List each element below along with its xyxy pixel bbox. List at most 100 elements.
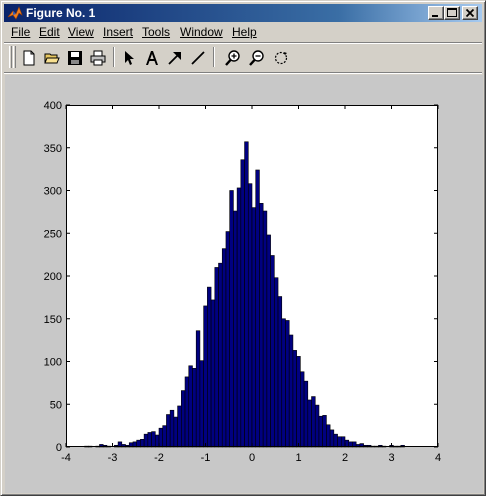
histogram-bar [337, 436, 342, 448]
histogram-bar [240, 159, 245, 448]
toolbar [4, 44, 482, 72]
menu-help[interactable]: Help [232, 25, 257, 39]
zoom-out-button[interactable] [246, 47, 268, 69]
histogram-bar [311, 396, 316, 448]
histogram-bar [162, 425, 167, 448]
histogram-bar [147, 432, 152, 448]
histogram-bar [344, 439, 350, 448]
histogram-bar [154, 434, 160, 448]
menu-file[interactable]: File [11, 25, 31, 39]
new-file-icon [23, 50, 35, 66]
histogram-bar [340, 436, 346, 448]
open-file-button[interactable] [41, 47, 63, 69]
histogram-bar [266, 234, 271, 448]
insert-text-button[interactable] [141, 47, 163, 69]
histogram-bar [244, 141, 249, 448]
histogram-bar [274, 277, 279, 448]
print-icon [90, 50, 106, 66]
menu-window[interactable]: Window [180, 25, 223, 39]
histogram-bar [177, 405, 182, 448]
x-tick-label: 3 [388, 452, 394, 464]
histogram-bar [233, 210, 238, 448]
zoom-in-icon [225, 50, 240, 66]
y-tick-label: 200 [44, 271, 62, 283]
insert-arrow-button[interactable] [164, 47, 186, 69]
histogram-bar [333, 433, 338, 448]
histogram-bar [314, 404, 320, 448]
maximize-icon [447, 8, 457, 17]
histogram-bar [207, 286, 212, 448]
histogram-bar [303, 380, 309, 448]
matlab-logo-icon [7, 5, 23, 21]
save-disk-icon [68, 51, 82, 65]
histogram-bar [143, 433, 149, 448]
x-tick-label: -1 [201, 452, 211, 464]
histogram-bar [218, 262, 223, 448]
rotate-3d-button[interactable] [270, 47, 292, 69]
insert-line-button[interactable] [187, 47, 209, 69]
insert-text-icon [146, 51, 158, 65]
histogram-bar [288, 334, 294, 448]
new-figure-button[interactable] [18, 47, 40, 69]
y-tick-label: 0 [56, 442, 62, 454]
close-button[interactable] [462, 6, 478, 20]
menu-edit[interactable]: Edit [39, 25, 60, 39]
minimize-button[interactable] [428, 6, 444, 20]
zoom-in-button[interactable] [222, 47, 244, 69]
histogram-bar [225, 231, 230, 448]
figure-canvas[interactable]: -4 -3 -2 -1 0 1 2 3 4 0 50 100 150 200 250 300 350 400 [5, 75, 483, 493]
edit-plot-button[interactable] [118, 47, 140, 69]
save-button[interactable] [64, 47, 86, 69]
x-tick-label: 2 [342, 452, 348, 464]
histogram-bar [277, 296, 283, 448]
histogram-bar [140, 439, 145, 448]
x-tick-label: -4 [61, 452, 71, 464]
y-tick-label: 400 [44, 100, 62, 112]
toolbar-grip[interactable] [9, 46, 12, 68]
menu-tools[interactable]: Tools [142, 25, 171, 39]
toolbar-separator-2 [213, 47, 215, 67]
histogram-chart[interactable]: -4 -3 -2 -1 0 1 2 3 4 0 50 100 150 200 250 300 350 400 [5, 75, 483, 493]
histogram-bar [236, 187, 242, 448]
histogram-bar [307, 399, 312, 448]
histogram-bar [281, 318, 286, 448]
histogram-bar [296, 356, 301, 448]
histogram-bar [166, 414, 171, 448]
x-tick-label: 4 [435, 452, 441, 464]
histogram-bar [169, 409, 175, 448]
toolbar-separator [113, 47, 115, 67]
menu-view[interactable]: View [68, 25, 94, 39]
histogram-bar [326, 424, 331, 448]
x-tick-label: -3 [108, 452, 118, 464]
x-tick-label: 0 [249, 452, 255, 464]
title-bar[interactable]: Figure No. 1 [4, 4, 482, 22]
histogram-bar [285, 320, 290, 448]
y-tick-label: 50 [50, 399, 62, 411]
histogram-bar [221, 248, 227, 448]
menu-insert[interactable]: Insert [103, 25, 134, 39]
histogram-bar [188, 365, 193, 448]
histogram-bar [195, 330, 201, 448]
close-icon [465, 8, 475, 18]
toolbar-bottom-divider [4, 72, 482, 74]
y-tick-label: 150 [44, 314, 62, 326]
histogram-bar [210, 299, 216, 448]
histogram-bar [181, 390, 186, 448]
x-axis-ticks: -4 -3 -2 -1 0 1 2 3 4 [61, 105, 441, 464]
menu-bar: File Edit View Insert Tools Window Help [4, 23, 482, 42]
histogram-bars [84, 141, 405, 448]
y-tick-label: 250 [44, 228, 62, 240]
print-button[interactable] [87, 47, 109, 69]
histogram-bar [292, 350, 297, 448]
histogram-bar [151, 431, 156, 448]
histogram-bar [318, 415, 323, 448]
toolbar-grip-2[interactable] [13, 46, 16, 68]
maximize-button[interactable] [444, 6, 460, 20]
insert-arrow-icon [168, 52, 181, 65]
histogram-bar [262, 210, 268, 448]
rotate-3d-icon [274, 51, 288, 65]
histogram-bar [199, 360, 204, 448]
histogram-bar [173, 416, 178, 448]
insert-line-icon [191, 51, 205, 65]
